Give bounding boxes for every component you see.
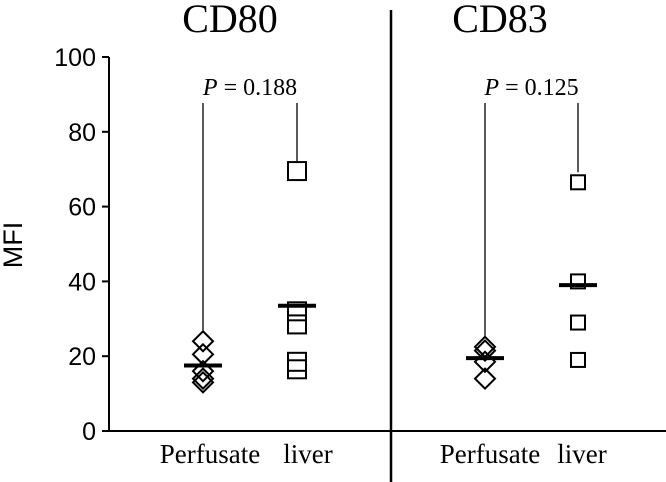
y-tick-label: 80 (68, 119, 96, 147)
p-value-label: P = 0.125 (483, 75, 578, 101)
category-label: Perfusate (440, 439, 540, 469)
data-point-square (287, 301, 307, 322)
y-tick-label: 60 (68, 194, 96, 222)
data-point-square (287, 359, 307, 380)
data-point-diamond (473, 367, 497, 391)
data-point-square (287, 161, 307, 182)
data-point-square (570, 351, 586, 368)
panel-cd83: CD83 P = 0.125 Perfusate liver (440, 0, 607, 469)
data-point-square (287, 351, 307, 372)
y-tick-label: 40 (68, 268, 96, 296)
data-point-diamond (191, 367, 215, 391)
y-axis: 0 20 40 60 80 100 (54, 44, 666, 446)
p-value-label: P = 0.188 (202, 75, 297, 101)
panel-title: CD83 (452, 0, 548, 41)
category-label: liver (283, 439, 332, 469)
y-tick-label: 20 (68, 343, 96, 371)
y-axis-label: MFI (0, 222, 28, 269)
data-point-square (287, 314, 307, 335)
data-point-square (570, 273, 586, 290)
panel-cd80: CD80 P = 0.188 Perfusate liver (160, 0, 333, 469)
data-point-diamond (191, 359, 215, 383)
panel-title: CD80 (182, 0, 278, 41)
data-point-diamond (473, 339, 497, 363)
panels: CD80 P = 0.188 Perfusate liver CD83 P = 0.125… (160, 0, 607, 482)
y-tick-label: 0 (82, 418, 96, 446)
data-point-square (570, 314, 586, 331)
data-point-diamond (191, 370, 215, 394)
y-tick-label: 100 (54, 44, 96, 72)
category-label: liver (557, 439, 606, 469)
category-label: Perfusate (160, 439, 260, 469)
data-point-square (570, 174, 586, 191)
data-point-diamond (191, 329, 215, 353)
